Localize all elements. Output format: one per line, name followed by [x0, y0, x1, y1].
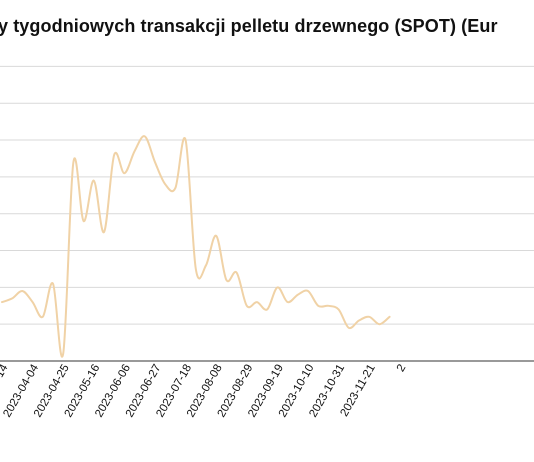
grid-lines [0, 65, 534, 325]
chart-title: y tygodniowych transakcji pelletu drzewn… [0, 16, 498, 36]
x-tick-label: 2 [395, 363, 409, 375]
series-line [1, 135, 391, 358]
x-tick-labels: 142023-04-042023-04-252023-05-162023-06-… [0, 362, 408, 419]
series-layer [1, 135, 391, 358]
x-tick-label: 14 [0, 362, 11, 380]
